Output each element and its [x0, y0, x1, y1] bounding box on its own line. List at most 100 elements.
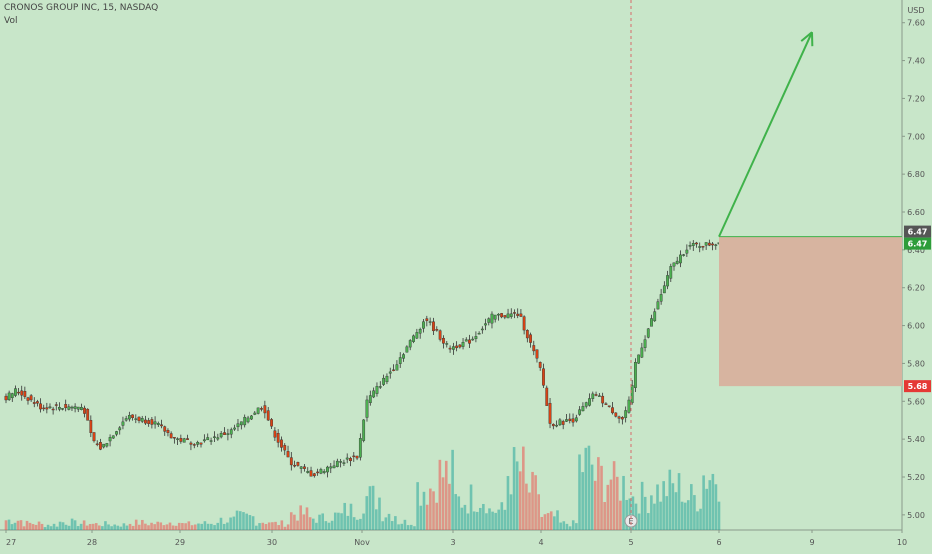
- candle-body: [647, 329, 649, 338]
- x-tick-label: 29: [175, 538, 185, 547]
- volume-bar: [556, 510, 559, 530]
- volume-bar: [350, 504, 353, 530]
- candle-body: [27, 398, 29, 401]
- volume-bar: [274, 522, 277, 530]
- volume-bar: [328, 523, 331, 530]
- candle-body: [349, 458, 351, 460]
- volume-bar: [126, 526, 129, 530]
- volume-bar: [347, 516, 350, 530]
- volume-bar: [388, 514, 391, 530]
- volume-bar: [101, 526, 104, 530]
- volume-bar: [369, 486, 372, 530]
- volume-bar: [268, 522, 271, 530]
- x-tick-label: 5: [628, 538, 633, 547]
- volume-bar: [156, 522, 159, 530]
- volume-bar: [138, 525, 141, 530]
- candle-body: [93, 432, 95, 440]
- candle-body: [313, 474, 315, 476]
- candle-body: [715, 245, 717, 246]
- volume-bar: [337, 513, 340, 530]
- volume-bar: [603, 502, 606, 530]
- candle-body: [55, 405, 57, 406]
- volume-bar: [372, 486, 375, 530]
- volume-bar: [653, 504, 656, 530]
- y-tick-label: 5.40: [907, 435, 925, 444]
- candle-body: [233, 428, 235, 429]
- x-tick-label: 6: [716, 538, 721, 547]
- candle-body: [644, 340, 646, 348]
- candle-body: [670, 266, 672, 278]
- candle-body: [641, 348, 643, 357]
- candle-body: [555, 425, 557, 426]
- volume-bar: [98, 525, 101, 530]
- candle-body: [267, 411, 269, 421]
- candle-body: [488, 319, 490, 323]
- candle-body: [323, 471, 325, 472]
- volume-bar: [166, 524, 169, 530]
- y-tick-label: 7.60: [907, 19, 925, 28]
- candle-body: [119, 428, 121, 430]
- volume-bar: [362, 514, 365, 530]
- y-tick-label: 7.00: [907, 132, 925, 141]
- volume-bar: [181, 523, 184, 530]
- volume-bar: [439, 460, 442, 530]
- candle-body: [552, 424, 554, 426]
- volume-bar: [708, 480, 711, 530]
- volume-bar: [340, 513, 343, 530]
- volume-bar: [159, 522, 162, 530]
- volume-bar: [461, 508, 464, 530]
- x-tick-label: 4: [538, 538, 543, 547]
- volume-bar: [325, 521, 328, 530]
- volume-bar: [467, 513, 470, 530]
- volume-bar: [309, 517, 312, 530]
- candle-body: [585, 403, 587, 407]
- volume-bar: [591, 465, 594, 530]
- candle-body: [459, 345, 461, 347]
- volume-bar: [132, 526, 135, 530]
- candle-body: [303, 467, 305, 469]
- stop-loss-zone[interactable]: [719, 237, 902, 387]
- candle-body: [160, 425, 162, 426]
- candle-body: [422, 322, 424, 329]
- candle-body: [167, 430, 169, 433]
- volume-bar: [197, 524, 200, 530]
- volume-bar: [690, 484, 693, 530]
- candle-body: [598, 396, 600, 397]
- candle-body: [695, 243, 697, 244]
- candle-body: [125, 419, 127, 421]
- volume-bar: [11, 524, 14, 530]
- volume-bar: [356, 520, 359, 530]
- candle-body: [336, 461, 338, 467]
- volume-bar: [378, 498, 381, 530]
- candle-body: [582, 406, 584, 410]
- y-tick-label: 5.60: [907, 397, 925, 406]
- candle-body: [539, 362, 541, 367]
- volume-bar: [470, 485, 473, 530]
- candle-body: [17, 392, 19, 393]
- volume-bar: [120, 527, 123, 530]
- candle-body: [708, 243, 710, 245]
- candle-body: [682, 255, 684, 256]
- candle-body: [230, 430, 232, 435]
- volume-bar: [220, 518, 223, 530]
- volume-bar: [507, 476, 510, 530]
- candle-body: [71, 407, 73, 408]
- volume-bar: [123, 523, 126, 530]
- volume-bar: [135, 520, 138, 530]
- volume-bar: [578, 454, 581, 530]
- volume-bar: [71, 519, 74, 530]
- volume-bar: [223, 524, 226, 530]
- volume-bar: [519, 471, 522, 530]
- candle-body: [164, 427, 166, 432]
- y-tick-label: 6.80: [907, 170, 925, 179]
- candle-body: [154, 422, 156, 424]
- volume-bar: [610, 480, 613, 530]
- volume-bar: [287, 524, 290, 530]
- candle-body: [366, 400, 368, 417]
- volume-bar: [457, 496, 460, 530]
- candle-body: [702, 246, 704, 247]
- volume-bar: [207, 524, 210, 530]
- volume-bar: [116, 526, 119, 530]
